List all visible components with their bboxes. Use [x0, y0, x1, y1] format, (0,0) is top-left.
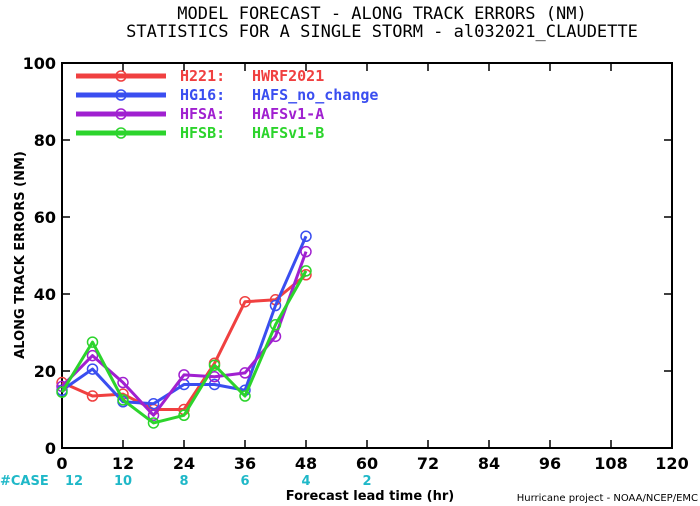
y-tick-label: 40 [34, 285, 56, 304]
x-tick-label: 48 [295, 454, 317, 473]
legend-name: HFSB: [180, 124, 225, 142]
x-tick-label: 60 [356, 454, 378, 473]
data-point [208, 359, 221, 371]
data-point [208, 371, 221, 383]
series-layer [56, 230, 312, 429]
legend-marker [115, 70, 127, 82]
case-count: 10 [114, 474, 132, 489]
series-path [61, 235, 308, 406]
x-tick-label: 84 [478, 454, 500, 473]
y-tick-label: 60 [34, 208, 56, 227]
series-line [56, 265, 312, 429]
legend-marker [115, 108, 127, 120]
data-point [147, 397, 160, 410]
data-point [86, 336, 99, 348]
credit-text: Hurricane project - NOAA/NCEP/EMC [517, 493, 698, 504]
series-path [60, 270, 308, 425]
x-tick-label: 0 [56, 454, 67, 473]
y-tick-label: 0 [45, 439, 56, 458]
data-point [239, 367, 251, 379]
x-axis-ticks: 0 12 24 36 48 60 72 84 96 108 120 [56, 63, 689, 473]
data-point [117, 394, 129, 406]
legend-desc: HAFSv1-B [252, 124, 324, 142]
legend-desc: HAFS_no_change [252, 86, 378, 104]
legend-entry: HFSB: HAFSv1-B [76, 124, 324, 142]
y-axis-ticks: 0 20 40 60 80 100 [23, 54, 672, 458]
legend-desc: HWRF2021 [252, 67, 324, 85]
chart-title: MODEL FORECAST - ALONG TRACK ERRORS (NM) [177, 4, 586, 24]
data-point [300, 269, 312, 281]
data-point [86, 349, 99, 362]
data-point [239, 295, 251, 308]
legend: H221: HWRF2021 HG16: HAFS_no_change HFSA: HAF… [76, 67, 378, 142]
legend-marker [115, 127, 127, 139]
data-point [178, 369, 190, 381]
data-point [300, 245, 312, 258]
legend-desc: HAFSv1-A [252, 105, 324, 123]
legend-name: HG16: [180, 86, 225, 104]
case-count: 6 [240, 474, 249, 489]
data-point [208, 378, 221, 391]
y-tick-label: 80 [34, 131, 56, 150]
data-point [86, 363, 99, 375]
case-count: 4 [301, 474, 310, 489]
x-tick-label: 72 [417, 454, 439, 473]
x-tick-label: 36 [234, 454, 256, 473]
data-point [147, 409, 160, 422]
chart-subtitle: STATISTICS FOR A SINGLE STORM - al032021… [126, 22, 638, 42]
x-tick-label: 108 [594, 454, 627, 473]
y-tick-label: 100 [23, 54, 56, 73]
y-axis-label: ALONG TRACK ERRORS (NM) [13, 151, 28, 359]
case-label: #CASE [0, 474, 49, 489]
data-point [300, 265, 312, 277]
y-tick-label: 20 [34, 362, 56, 381]
case-count: 2 [362, 474, 371, 489]
plot-frame [61, 62, 673, 449]
case-counts: 12 10 8 6 4 2 [65, 474, 372, 489]
x-tick-label: 12 [112, 454, 134, 473]
data-point [86, 390, 99, 402]
legend-entry: HFSA: HAFSv1-A [76, 105, 324, 123]
data-point [117, 376, 129, 389]
series-path [60, 251, 308, 417]
series-line [56, 269, 312, 416]
legend-marker [115, 89, 127, 101]
legend-entry: H221: HWRF2021 [76, 67, 324, 85]
data-point [269, 299, 282, 312]
legend-entry: HG16: HAFS_no_change [76, 86, 378, 104]
data-point [300, 230, 312, 242]
x-tick-label: 120 [655, 454, 688, 473]
data-point [178, 409, 190, 422]
case-count: 8 [179, 474, 188, 489]
data-point [147, 417, 160, 429]
legend-name: H221: [180, 67, 225, 85]
data-point [56, 386, 68, 398]
x-tick-label: 96 [539, 454, 561, 473]
data-point [269, 319, 282, 331]
case-count: 12 [65, 474, 83, 489]
x-axis-label: Forecast lead time (hr) [286, 489, 454, 504]
x-tick-label: 24 [173, 454, 195, 473]
series-path [61, 273, 307, 411]
data-point [239, 390, 251, 402]
legend-name: HFSA: [180, 105, 225, 123]
